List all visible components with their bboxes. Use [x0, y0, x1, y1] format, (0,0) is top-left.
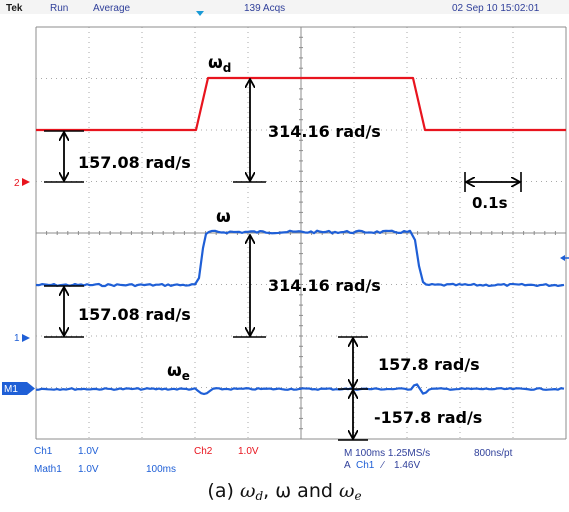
omega-e-label: ωe: [167, 361, 190, 383]
ch2-marker-arrow-icon: [22, 178, 30, 186]
caption-separator-1: ,: [263, 480, 276, 502]
caption-omega-e: ωe: [338, 480, 362, 503]
caption-omega: ω: [275, 480, 292, 502]
math1-marker-label: M1: [4, 384, 18, 395]
offscreen-arrow-icon: [560, 255, 565, 261]
trigger-source: Ch1: [356, 460, 375, 471]
wd-base-value: 157.08 rad/s: [78, 153, 191, 172]
record-length-readout: 800ns/pt: [474, 448, 513, 459]
acquisition-mode-label: Average: [93, 3, 131, 14]
omega-label: ω: [216, 207, 231, 227]
status-bar: [0, 0, 569, 14]
ch2-marker-label: 2: [14, 178, 20, 189]
timebase-readout: M 100ms 1.25MS/s: [344, 448, 430, 459]
oscilloscope-screen: Tek Run Average 139 Acqs 02 Sep 10 15:02…: [0, 0, 569, 475]
caption-prefix: (a): [207, 480, 240, 502]
math1-scale: 1.0V: [78, 464, 99, 475]
math1-marker: M1: [2, 382, 35, 395]
annotation-arrows: [44, 80, 522, 441]
trigger-level: 1.46V: [394, 460, 420, 471]
ch1-scale: 1.0V: [78, 446, 99, 457]
acquisition-count-label: 139 Acqs: [244, 3, 285, 14]
timestamp-label: 02 Sep 10 15:02:01: [452, 3, 540, 14]
we-pos-value: 157.8 rad/s: [378, 355, 480, 374]
ch1-marker-label: 1: [14, 333, 20, 344]
ch1-label: Ch1: [34, 446, 53, 457]
readout-bar: Ch1 1.0V Ch2 1.0V Math1 1.0V 100ms M 100…: [34, 446, 513, 475]
math1-marker-arrow-icon: [27, 382, 35, 395]
we-neg-value: -157.8 rad/s: [374, 408, 482, 427]
math1-time: 100ms: [146, 464, 176, 475]
caption-separator-2: and: [291, 480, 339, 502]
wd-step-value: 314.16 rad/s: [268, 122, 381, 141]
run-state-label: Run: [50, 3, 68, 14]
omega-trace: [35, 229, 565, 288]
ch1-marker-arrow-icon: [22, 334, 30, 342]
trigger-slope-icon: ∕: [379, 460, 385, 471]
caption-omega-d: ωd: [239, 480, 264, 503]
time-scale-value: 0.1s: [472, 194, 508, 212]
w-base-value: 157.08 rad/s: [78, 305, 191, 324]
trigger-prefix: A: [344, 460, 351, 471]
ch2-marker: 2: [14, 178, 30, 189]
math1-marker-box: [2, 382, 27, 395]
figure-caption: (a) ωd, ω and ωe: [0, 476, 569, 506]
brand-label: Tek: [6, 3, 23, 14]
trigger-position-icon: [196, 11, 204, 16]
ch1-marker: 1: [14, 333, 30, 344]
omega-d-trace: [36, 76, 566, 132]
ch2-scale: 1.0V: [238, 446, 259, 457]
omega-e-trace: [35, 383, 565, 396]
w-step-value: 314.16 rad/s: [268, 276, 381, 295]
graticule: [35, 26, 567, 440]
math1-label: Math1: [34, 464, 62, 475]
omega-d-label: ωd: [208, 53, 231, 75]
ch2-label: Ch2: [194, 446, 213, 457]
